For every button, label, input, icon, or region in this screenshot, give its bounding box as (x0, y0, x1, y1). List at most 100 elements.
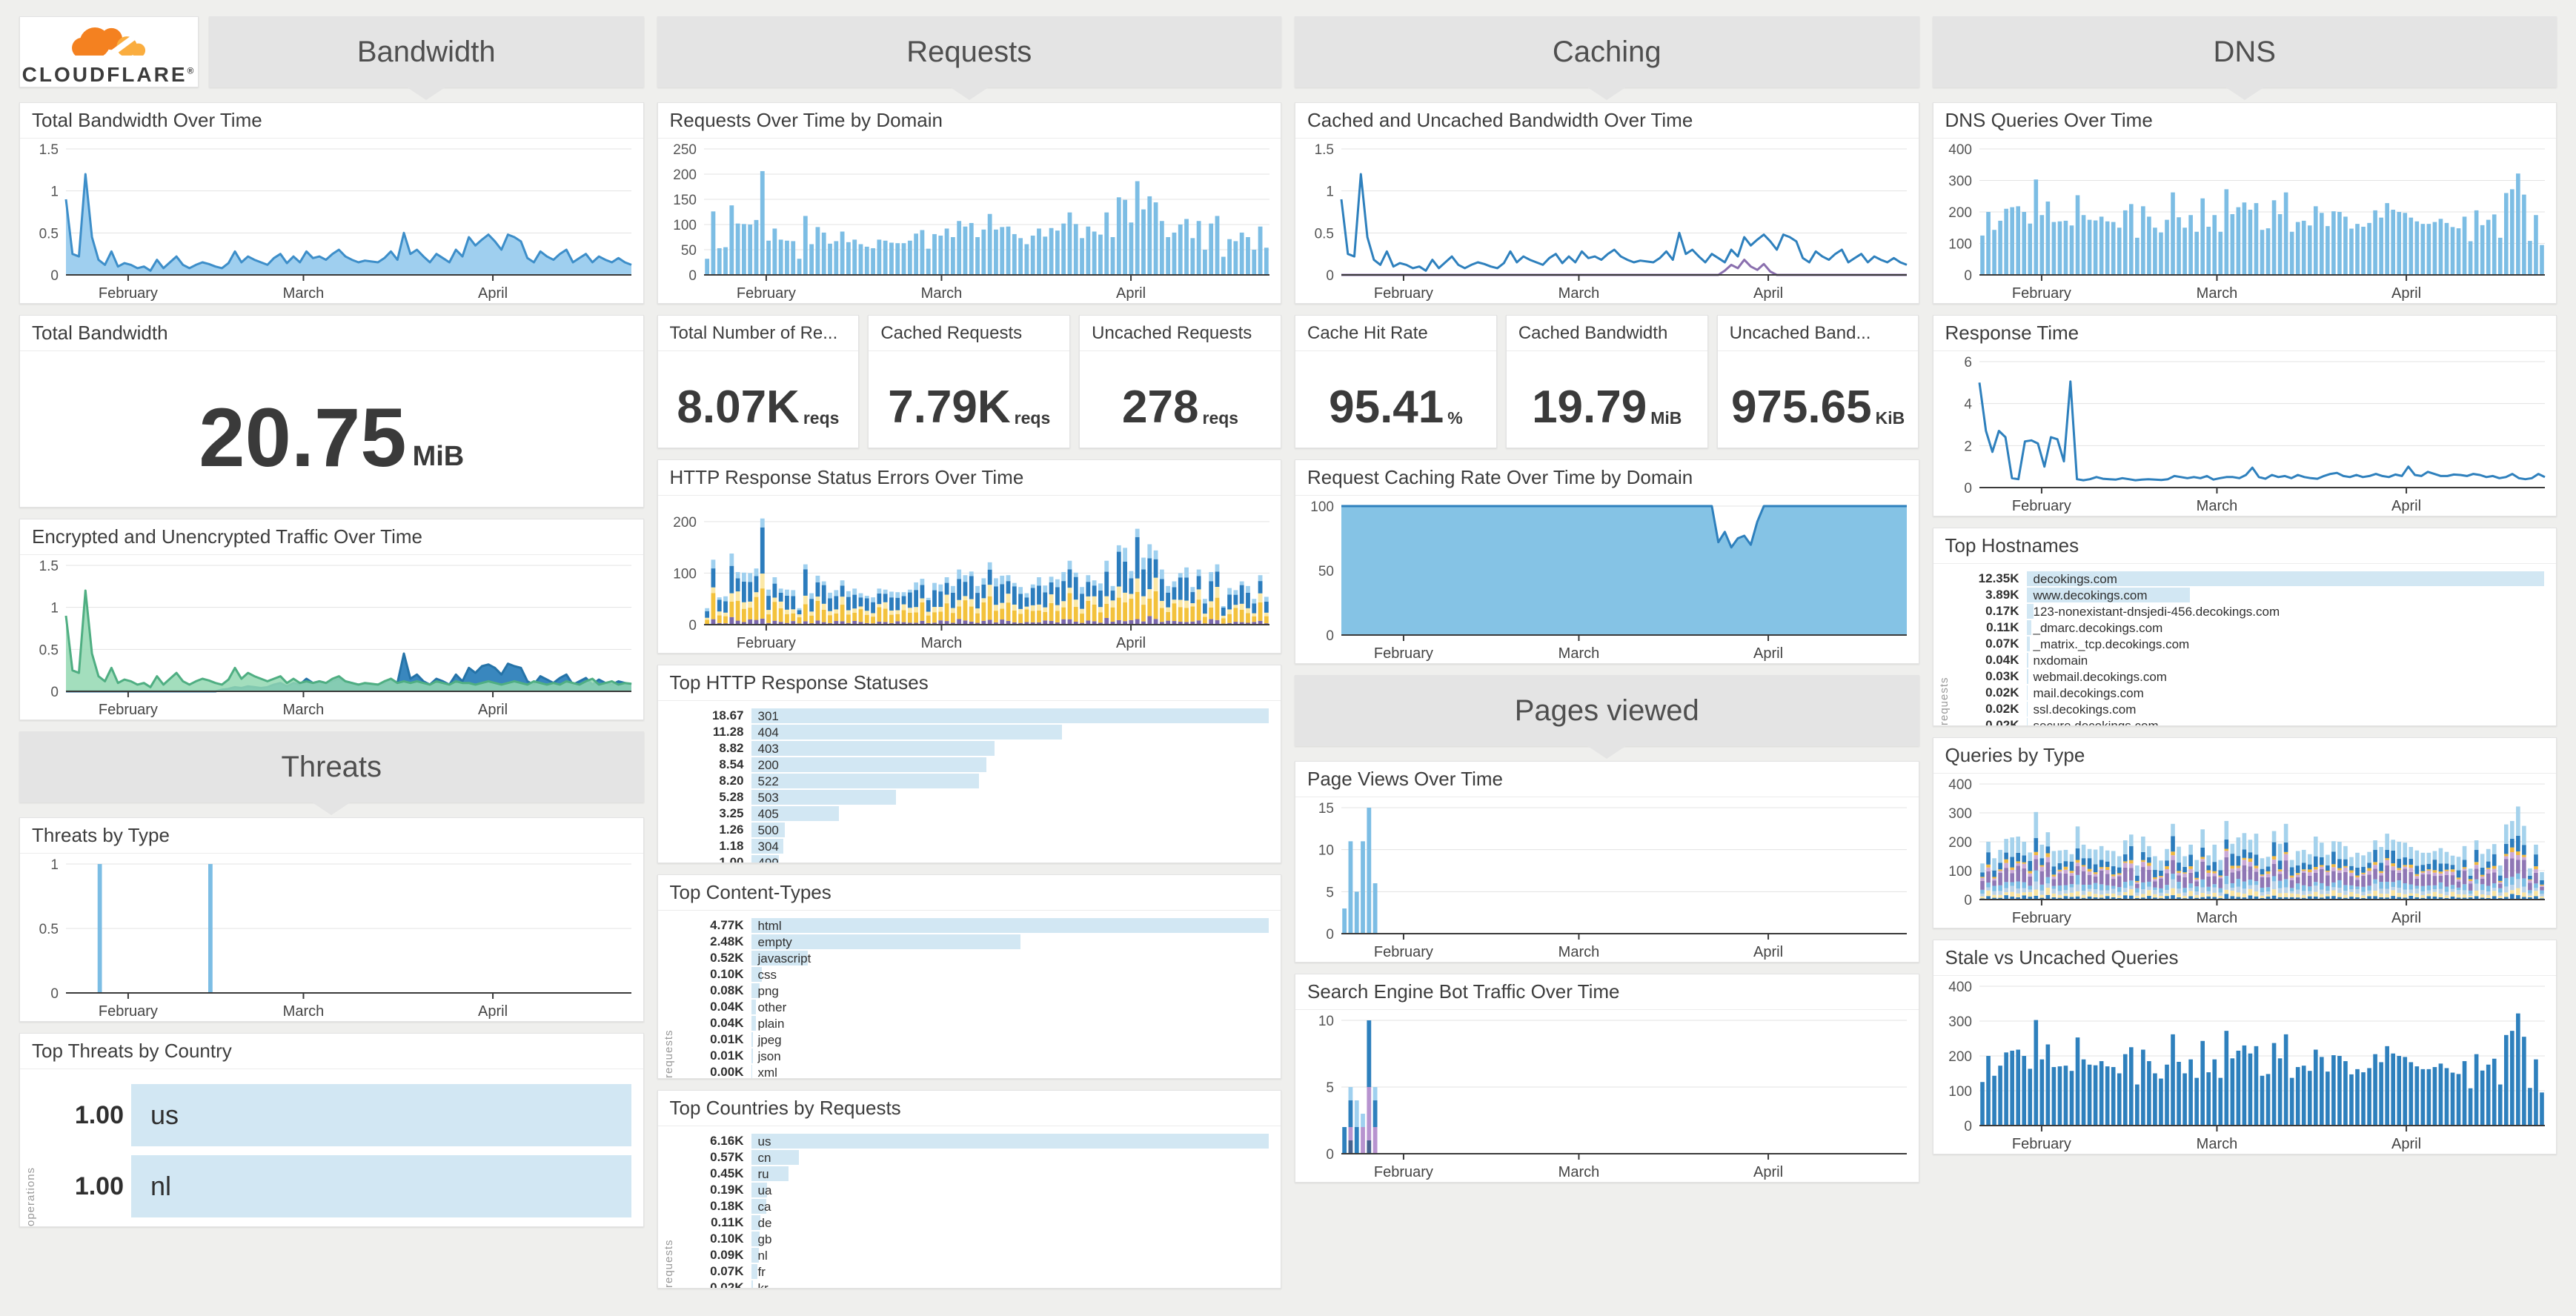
svg-text:0: 0 (1964, 481, 1972, 496)
row-label: 123-nonexistant-dnsjedi-456.decokings.co… (2033, 605, 2280, 619)
row-bar-area: 500 (751, 822, 1269, 837)
response-time-chart: 0 2 4 6 February March April (1933, 351, 2557, 516)
stat-cache-hit-rate: Cache Hit Rate 95.41% (1295, 315, 1497, 448)
svg-text:200: 200 (1948, 835, 1972, 851)
svg-text:February: February (736, 285, 795, 302)
list-row: 0.01K jpeg (685, 1032, 1269, 1047)
row-value: 0.11K (711, 1215, 744, 1229)
list-row: 0.04K nxdomain (1960, 653, 2545, 668)
top-hostnames-list: requests 12.35K decokings.com 3.89K www.deco… (1933, 564, 2557, 725)
list-title: Top Threats by Country (20, 1034, 643, 1069)
row-bar (751, 1280, 754, 1288)
chart-title: DNS Queries Over Time (1933, 103, 2556, 139)
row-label: other (757, 1000, 787, 1014)
row-label: ssl.decokings.com (2033, 702, 2137, 717)
svg-text:100: 100 (673, 566, 697, 582)
svg-text:200: 200 (1948, 205, 1972, 221)
row-value: 0.07K (1985, 637, 2019, 651)
list-row: 0.07K fr (685, 1264, 1269, 1279)
row-value: 0.00K (710, 1065, 744, 1079)
svg-text:400: 400 (1948, 142, 1972, 158)
row-bar-area: nl (751, 1248, 1269, 1263)
cloudflare-cloud-icon (64, 27, 154, 64)
svg-text:February: February (99, 1003, 158, 1020)
chart-canvas: 0 5 10 15 February March April (1318, 801, 1907, 960)
card-top-threats-by-country: Top Threats by Country operations 1.00 us 1… (19, 1033, 644, 1227)
row-bar-area: de (751, 1215, 1269, 1230)
list-row: 2.48K empty (685, 934, 1269, 949)
section-header-dns: DNS (1932, 16, 2557, 87)
list-row: 8.82 403 (685, 741, 1269, 756)
row-bar (751, 839, 783, 854)
card-total-bandwidth: Total Bandwidth 20.75 MiB (19, 315, 644, 508)
row-label: us (150, 1100, 179, 1130)
dns-header-row: DNS (1932, 16, 2557, 87)
row-label: mail.decokings.com (2033, 686, 2144, 700)
card-cached-uncached-bandwidth: Cached and Uncached Bandwidth Over Time … (1295, 102, 1919, 304)
row-label: us (757, 1134, 771, 1149)
svg-text:4: 4 (1964, 397, 1972, 413)
row-label: javascript (757, 951, 811, 966)
svg-text:0.5: 0.5 (1315, 226, 1334, 242)
row-bar (751, 741, 995, 756)
row-label: 503 (757, 791, 779, 805)
row-label: gb (757, 1232, 772, 1246)
list-row: 0.04K plain (685, 1016, 1269, 1031)
row-bar-area: javascript (751, 951, 1269, 966)
row-bar-area: _dmarc.decokings.com (2026, 620, 2545, 635)
row-bar-area: _matrix._tcp.decokings.com (2026, 637, 2545, 651)
list-row: 0.11K _dmarc.decokings.com (1960, 620, 2545, 635)
row-value: 0.18K (710, 1199, 744, 1213)
row-bar-area: json (751, 1049, 1269, 1063)
threats-by-type-chart: 0 0.5 1 February March April (20, 854, 643, 1021)
row-bar (751, 1150, 800, 1165)
list-row: 0.04K other (685, 1000, 1269, 1014)
svg-text:0: 0 (1964, 893, 1972, 908)
svg-text:10: 10 (1318, 1014, 1334, 1029)
list-row: 5.28 503 (685, 790, 1269, 805)
row-value: 0.02K (1985, 685, 2019, 699)
row-bar-area: png (751, 983, 1269, 998)
card-http-errors: HTTP Response Status Errors Over Time 0 1… (657, 459, 1281, 654)
requests-over-time-chart: 0 50 100 150 200 250 February March April (658, 139, 1281, 303)
svg-text:100: 100 (1948, 1084, 1972, 1100)
row-label: de (757, 1216, 772, 1230)
svg-text:April: April (1753, 285, 1783, 302)
row-bar-area: gb (751, 1232, 1269, 1246)
svg-text:0: 0 (688, 618, 697, 634)
list-title: Top Content-Types (657, 875, 1281, 911)
list-row: 1.00 nl (47, 1155, 631, 1217)
svg-text:50: 50 (1318, 564, 1334, 579)
svg-text:150: 150 (673, 193, 697, 208)
svg-text:0.5: 0.5 (39, 226, 59, 242)
row-value: 0.08K (710, 983, 744, 997)
svg-text:April: April (1753, 1164, 1783, 1180)
svg-text:0: 0 (50, 268, 59, 284)
bot-traffic-chart: 0 5 10 February March April (1295, 1010, 1919, 1182)
svg-text:March: March (920, 635, 962, 651)
row-bar (2026, 588, 2190, 602)
row-value: 1.18 (719, 839, 744, 853)
list-row: 1.18 304 (685, 839, 1269, 854)
svg-text:5: 5 (1326, 885, 1334, 900)
row-bar-area: nl (131, 1155, 631, 1217)
svg-text:200: 200 (673, 167, 697, 183)
chart-title: Cached and Uncached Bandwidth Over Time (1295, 103, 1919, 139)
row-value: 3.25 (719, 806, 744, 820)
row-bar (751, 774, 979, 788)
svg-text:April: April (1116, 635, 1146, 651)
section-header-pages-viewed: Pages viewed (1295, 675, 1919, 746)
row-label: empty (757, 935, 792, 949)
row-bar-area: 304 (751, 839, 1269, 854)
row-bar-area: 404 (751, 725, 1269, 740)
row-value: 11.28 (712, 725, 744, 739)
y-axis-label: requests (1937, 677, 1951, 725)
row-label: 522 (757, 774, 779, 788)
chart-title: Search Engine Bot Traffic Over Time (1295, 974, 1919, 1010)
svg-text:March: March (2196, 1136, 2237, 1152)
row-bar-area: mail.decokings.com (2026, 685, 2545, 700)
row-value: 6.16K (710, 1134, 744, 1148)
card-top-countries: Top Countries by Requests requests 6.16K u… (657, 1090, 1281, 1289)
encrypted-unencrypted-traffic-chart: 0 0.5 1 1.5 February March April (20, 555, 643, 720)
svg-text:March: March (2196, 285, 2237, 302)
